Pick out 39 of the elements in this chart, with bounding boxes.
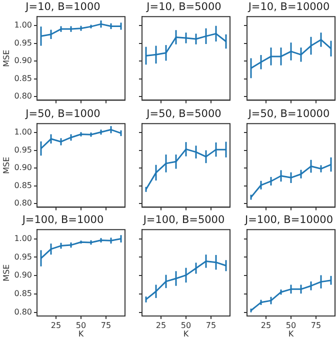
y-tick-label: 0.95	[14, 252, 32, 262]
y-axis-title: MSE	[2, 264, 11, 282]
y-tick-label: 0.80	[14, 92, 32, 101]
x-tick-label: 75	[310, 320, 322, 330]
y-axis-title: MSE	[2, 156, 11, 174]
x-tick-label: 75	[100, 320, 112, 330]
y-tick-label: 0.90	[14, 270, 32, 280]
x-tick-label: 50	[180, 320, 192, 330]
x-axis-title: K	[183, 329, 190, 338]
y-axis-title: MSE	[2, 50, 11, 67]
chart-title: J=100, B=5000	[142, 214, 225, 226]
y-tick-label: 0.95	[14, 38, 32, 48]
x-axis-title: K	[78, 329, 84, 338]
chart-title: J=50, B=1000	[24, 108, 100, 120]
y-tick-label: 1.00	[14, 234, 32, 243]
y-tick-label: 0.85	[14, 74, 32, 83]
y-tick-label: 0.85	[14, 289, 32, 298]
y-tick-label: 1.00	[14, 128, 32, 137]
chart-title: J=10, B=10000	[247, 1, 330, 14]
chart-title: J=50, B=5000	[146, 108, 222, 120]
y-tick-label: 0.90	[14, 56, 32, 66]
chart-title: J=50, B=10000	[247, 108, 330, 120]
x-axis-title: K	[288, 329, 294, 338]
x-tick-label: 25	[50, 320, 62, 330]
y-tick-label: 1.00	[14, 20, 32, 30]
chart-title: J=10, B=5000	[146, 1, 222, 14]
chart-title: J=100, B=10000	[244, 214, 334, 226]
y-tick-label: 0.95	[14, 145, 32, 154]
y-tick-label: 0.85	[14, 180, 32, 190]
y-tick-label: 0.80	[14, 307, 32, 316]
x-tick-label: 50	[286, 320, 296, 330]
chart-title: J=10, B=1000	[24, 1, 100, 14]
chart-title: J=100, B=1000	[21, 214, 104, 226]
x-tick-label: 75	[206, 320, 216, 330]
y-tick-label: 0.90	[14, 163, 32, 172]
x-tick-label: 25	[260, 320, 272, 330]
y-tick-label: 0.80	[14, 198, 32, 208]
x-tick-label: 25	[156, 320, 166, 330]
x-tick-label: 50	[76, 320, 86, 330]
